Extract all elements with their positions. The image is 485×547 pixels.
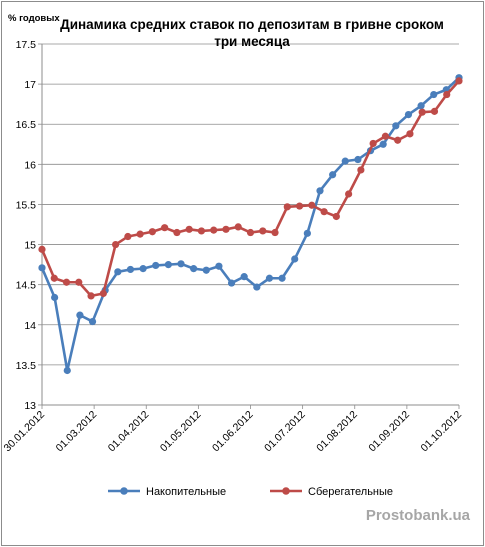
y-tick-label: 14: [24, 320, 36, 332]
data-point-sberegatelnye: [75, 278, 83, 286]
legend-marker-nakopitelnye: [120, 487, 128, 495]
data-point-sberegatelnye: [430, 107, 439, 115]
y-tick-label: 17: [24, 79, 36, 91]
legend-marker-sberegatelnye: [282, 487, 290, 495]
chart-title-line-1: Динамика средних ставок по депозитам в г…: [60, 17, 444, 32]
legend-item-nakopitelnye: Накопительные: [108, 486, 226, 498]
data-point-nakopitelnye: [265, 274, 274, 282]
data-point-sberegatelnye: [185, 225, 193, 233]
data-point-sberegatelnye: [210, 226, 218, 234]
data-point-nakopitelnye: [51, 293, 59, 302]
data-point-sberegatelnye: [369, 139, 377, 148]
y-axis-label: % годовых: [8, 13, 60, 24]
series-line-nakopitelnye: [40, 76, 460, 372]
data-point-sberegatelnye: [38, 245, 46, 253]
y-tick-label: 16.5: [16, 119, 37, 131]
data-point-nakopitelnye: [303, 229, 311, 237]
legend-label-nakopitelnye: Накопительные: [146, 486, 226, 498]
data-point-sberegatelnye: [87, 292, 95, 300]
data-point-sberegatelnye: [136, 230, 144, 238]
data-point-sberegatelnye: [345, 190, 353, 198]
data-point-nakopitelnye: [63, 366, 71, 375]
y-tick-label: 15.5: [16, 199, 37, 211]
data-point-sberegatelnye: [50, 274, 58, 282]
y-tick-label: 15: [24, 240, 36, 252]
data-point-sberegatelnye: [357, 166, 365, 174]
data-point-nakopitelnye: [38, 264, 46, 272]
data-point-nakopitelnye: [240, 273, 248, 281]
data-point-nakopitelnye: [392, 122, 400, 130]
data-point-sberegatelnye: [111, 240, 120, 249]
data-point-sberegatelnye: [161, 224, 169, 232]
data-point-nakopitelnye: [139, 265, 147, 273]
data-point-sberegatelnye: [394, 136, 402, 144]
data-point-sberegatelnye: [320, 208, 328, 216]
data-point-nakopitelnye: [152, 261, 160, 270]
data-point-nakopitelnye: [177, 260, 185, 268]
data-point-sberegatelnye: [455, 77, 463, 85]
data-point-sberegatelnye: [124, 232, 132, 241]
series-lines: [38, 74, 463, 375]
data-point-sberegatelnye: [406, 130, 414, 138]
data-point-sberegatelnye: [308, 201, 316, 209]
data-point-sberegatelnye: [271, 228, 279, 237]
data-point-sberegatelnye: [148, 228, 156, 236]
data-point-nakopitelnye: [88, 317, 97, 326]
data-point-nakopitelnye: [316, 187, 324, 195]
data-point-sberegatelnye: [197, 227, 206, 235]
data-point-nakopitelnye: [190, 265, 198, 273]
data-point-sberegatelnye: [418, 108, 426, 116]
data-point-nakopitelnye: [126, 265, 135, 274]
y-tick-label: 14.5: [16, 280, 37, 292]
legend-item-sberegatelnye: Сберегательные: [270, 486, 393, 498]
data-point-sberegatelnye: [62, 278, 71, 286]
y-tick-label: 16: [24, 159, 36, 171]
chart-title-line-2: три месяца: [214, 34, 290, 49]
data-point-nakopitelnye: [114, 268, 122, 276]
data-point-sberegatelnye: [283, 203, 291, 211]
data-point-nakopitelnye: [253, 283, 261, 291]
data-point-nakopitelnye: [215, 262, 223, 270]
data-point-nakopitelnye: [417, 102, 425, 110]
data-point-nakopitelnye: [430, 90, 438, 99]
data-point-sberegatelnye: [443, 90, 451, 99]
data-point-sberegatelnye: [381, 132, 390, 140]
legend-label-sberegatelnye: Сберегательные: [308, 486, 393, 498]
data-point-nakopitelnye: [278, 274, 286, 282]
data-point-nakopitelnye: [379, 140, 387, 148]
data-point-sberegatelnye: [99, 289, 107, 298]
y-tick-label: 17.5: [16, 39, 37, 51]
data-point-sberegatelnye: [295, 202, 304, 210]
data-point-nakopitelnye: [227, 279, 236, 287]
legend: Накопительные Сберегательные: [108, 486, 393, 498]
data-point-nakopitelnye: [354, 155, 362, 164]
data-point-sberegatelnye: [246, 228, 255, 237]
data-point-sberegatelnye: [222, 225, 230, 233]
y-tick-label: 13: [24, 400, 36, 412]
data-point-sberegatelnye: [173, 228, 181, 237]
data-point-sberegatelnye: [259, 227, 267, 235]
data-point-sberegatelnye: [234, 223, 242, 231]
data-point-nakopitelnye: [76, 311, 84, 319]
axes: [38, 43, 460, 409]
y-tick-label: 13.5: [16, 360, 37, 372]
data-point-nakopitelnye: [404, 110, 413, 119]
watermark-logo: Prostobank.ua: [366, 507, 471, 524]
data-point-sberegatelnye: [332, 212, 340, 221]
data-point-nakopitelnye: [202, 266, 210, 274]
data-point-nakopitelnye: [329, 171, 337, 179]
data-point-nakopitelnye: [341, 157, 349, 165]
data-point-nakopitelnye: [164, 261, 172, 269]
data-point-nakopitelnye: [291, 255, 299, 263]
